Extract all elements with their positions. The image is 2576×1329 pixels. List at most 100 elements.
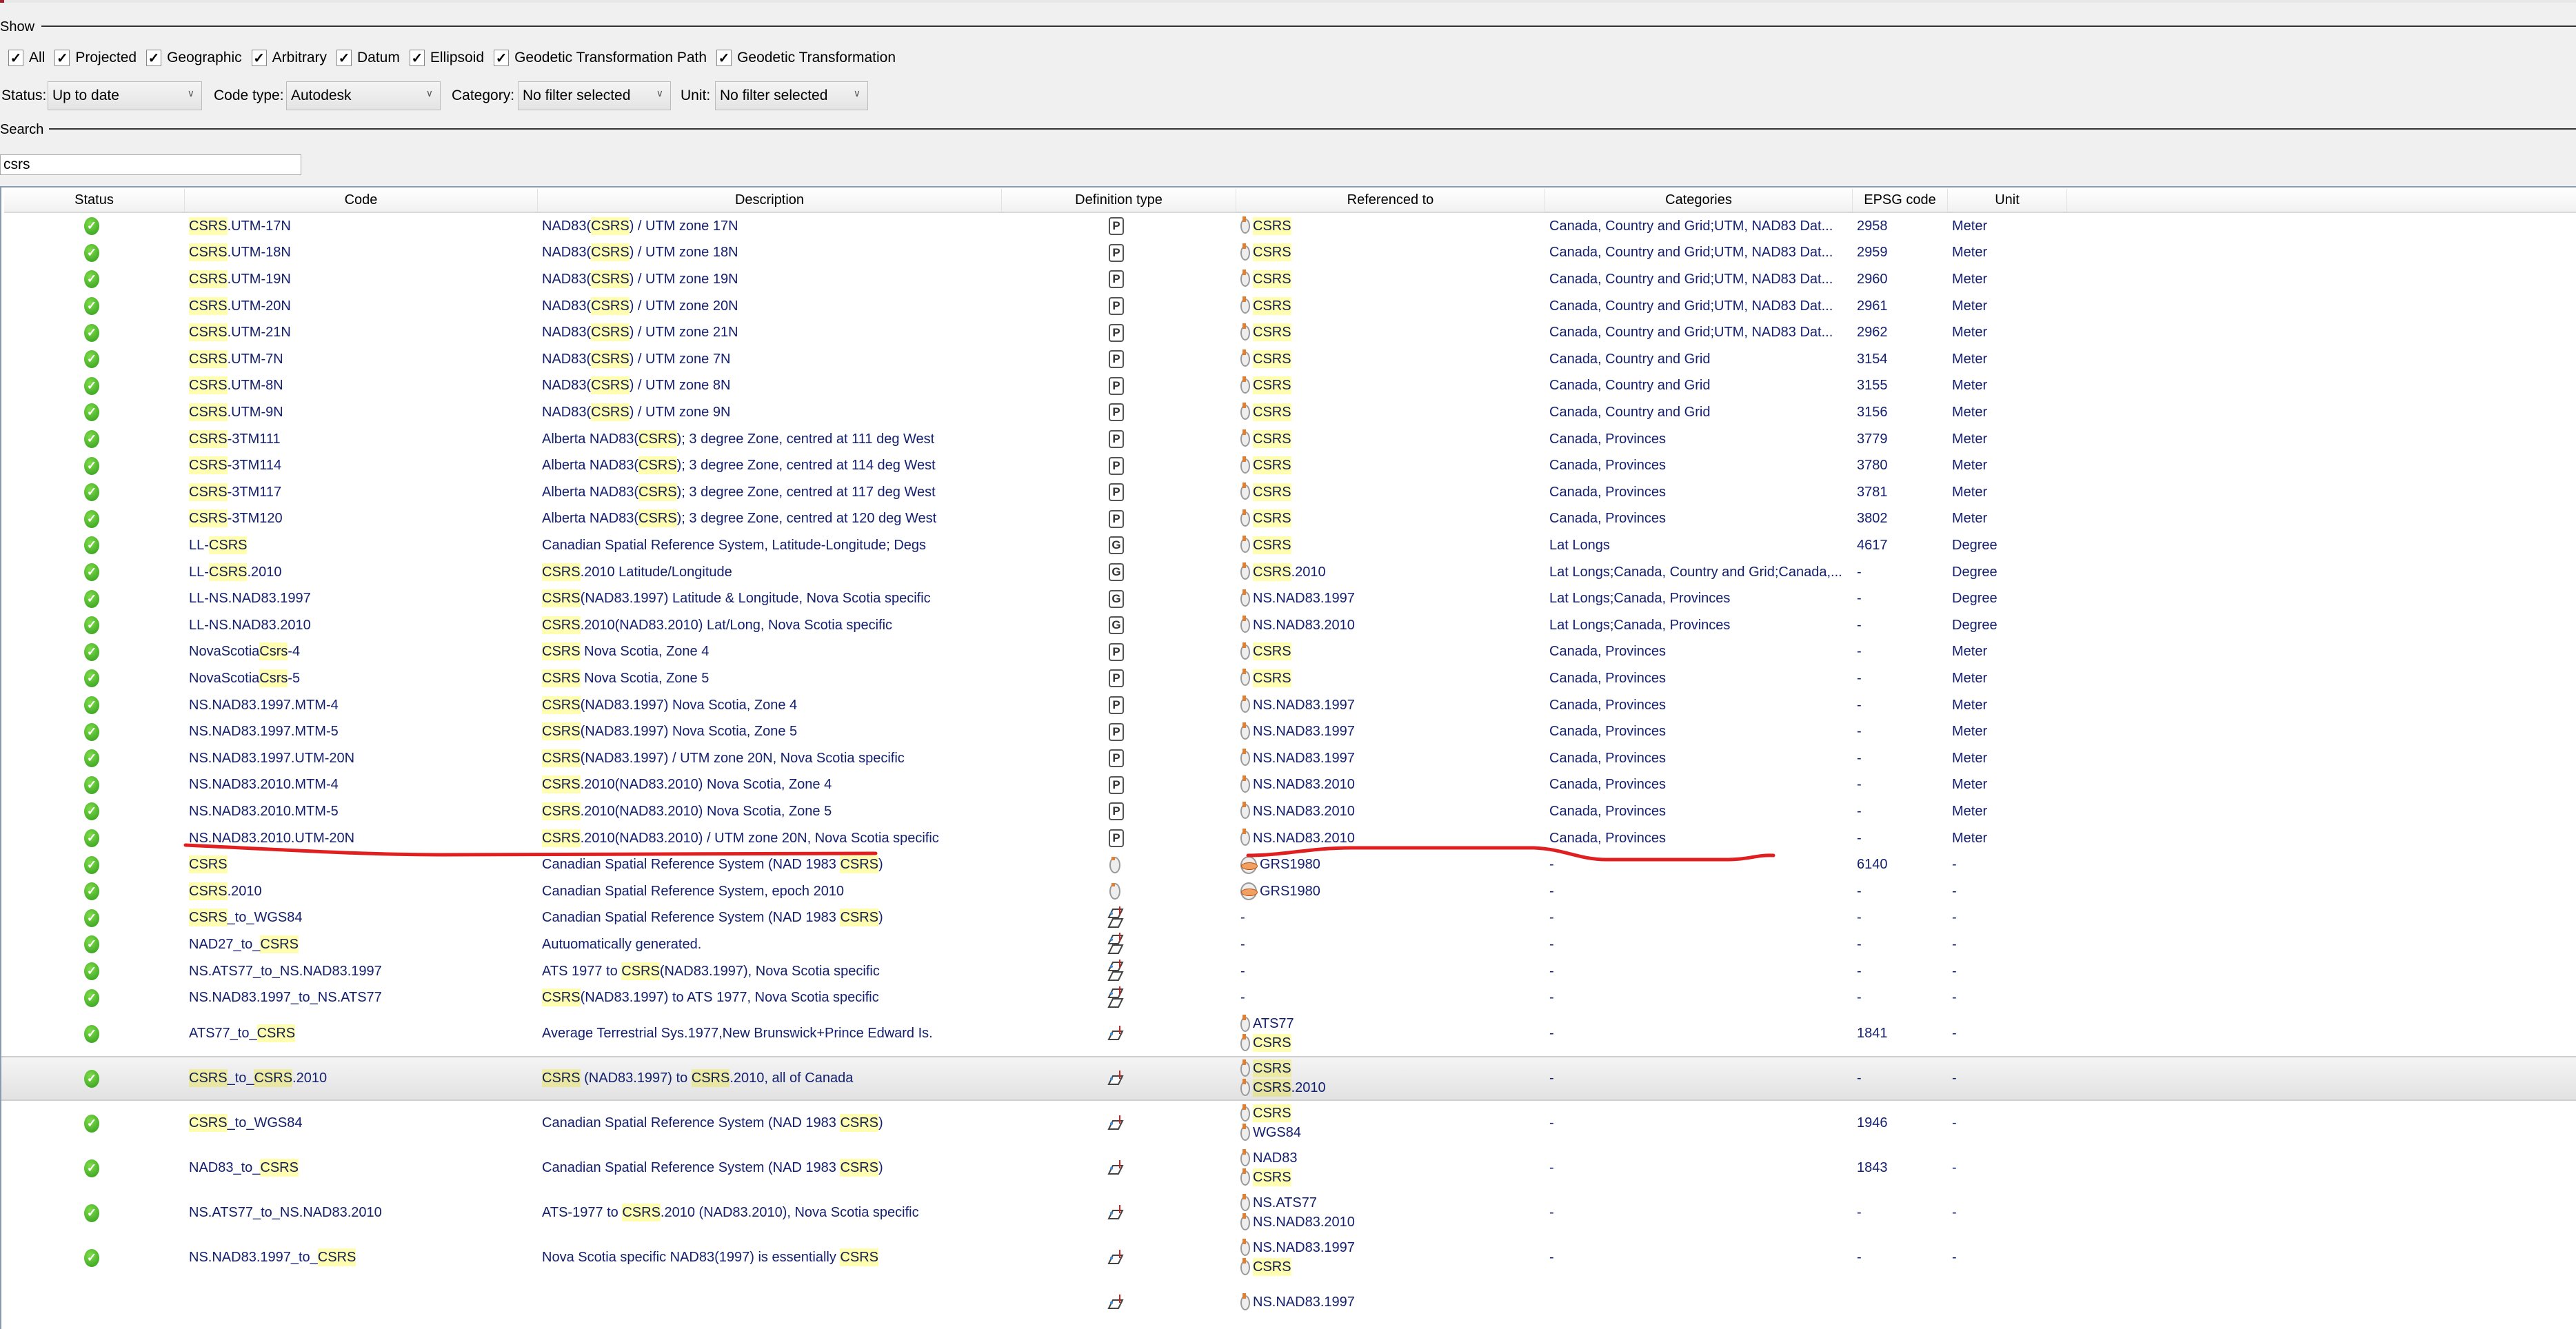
table-row[interactable]: ✓ CSRS.UTM-18N NAD83(CSRS) / UTM zone 18… xyxy=(1,240,2576,267)
status-cell: ✓ xyxy=(1,1248,182,1267)
table-row[interactable]: ✓ CSRS.UTM-8N NAD83(CSRS) / UTM zone 8N … xyxy=(1,373,2576,400)
table-row[interactable]: ✓ CSRS.UTM-7N NAD83(CSRS) / UTM zone 7N … xyxy=(1,346,2576,373)
coordinate-system-icon xyxy=(1240,483,1250,500)
table-row[interactable]: ✓ LL-CSRS Canadian Spatial Reference Sys… xyxy=(1,532,2576,559)
status-cell: ✓ xyxy=(1,855,182,874)
table-row[interactable]: ✓ LL-NS.NAD83.1997 CSRS(NAD83.1997) Lati… xyxy=(1,585,2576,612)
checkbox-box[interactable]: ✓ xyxy=(336,50,352,66)
checkbox-box[interactable]: ✓ xyxy=(251,50,267,66)
table-row[interactable]: ✓ CSRS.UTM-9N NAD83(CSRS) / UTM zone 9N … xyxy=(1,399,2576,426)
table-row[interactable]: ✓ NS.NAD83.1997_to_NS.ATS77 CSRS(NAD83.1… xyxy=(1,984,2576,1011)
table-row[interactable]: ✓ CSRS-3TM111 Alberta NAD83(CSRS); 3 deg… xyxy=(1,426,2576,453)
table-row[interactable]: ✓ NAD83_to_CSRS Canadian Spatial Referen… xyxy=(1,1146,2576,1190)
table-row[interactable]: ✓ CSRS-3TM114 Alberta NAD83(CSRS); 3 deg… xyxy=(1,452,2576,479)
referenced-to-value: CSRS xyxy=(1253,298,1291,314)
column-header-unit[interactable]: Unit xyxy=(1948,189,2067,212)
checkbox-box[interactable]: ✓ xyxy=(716,50,732,66)
column-header-categories[interactable]: Categories xyxy=(1545,189,1853,212)
table-row[interactable]: ✓ NovaScotiaCsrs-5 CSRS Nova Scotia, Zon… xyxy=(1,665,2576,692)
categories-cell: Canada, Provinces xyxy=(1549,777,1666,793)
referenced-to-value: CSRS xyxy=(1253,1259,1291,1275)
column-header-referenced-to[interactable]: Referenced to xyxy=(1236,189,1545,212)
unit-label: Unit: xyxy=(681,88,711,103)
reference-item: CSRS xyxy=(1240,216,1542,236)
status-dropdown[interactable]: Up to date ∨ xyxy=(48,81,202,110)
checkbox-projected[interactable]: ✓ Projected xyxy=(54,50,137,66)
checkbox-geographic[interactable]: ✓ Geographic xyxy=(146,50,242,66)
table-row[interactable]: ✓ NS.ATS77_to_NS.NAD83.2010 ATS-1977 to … xyxy=(1,1190,2576,1235)
table-row[interactable]: ✓ NS.NAD83.1997.MTM-5 CSRS(NAD83.1997) N… xyxy=(1,718,2576,745)
table-row[interactable]: ✓ CSRS-3TM117 Alberta NAD83(CSRS); 3 deg… xyxy=(1,479,2576,506)
table-row[interactable]: ✓ NS.ATS77_to_NS.NAD83.1997 ATS 1977 to … xyxy=(1,958,2576,985)
categories-cell: Lat Longs;Canada, Provinces xyxy=(1549,591,1731,607)
epsg-code-cell: - xyxy=(1857,803,1862,819)
table-row[interactable]: NS.NAD83.1997 xyxy=(1,1280,2576,1325)
table-row[interactable]: ✓ LL-CSRS.2010 CSRS.2010 Latitude/Longit… xyxy=(1,559,2576,586)
column-header-description[interactable]: Description xyxy=(538,189,1002,212)
description-cell: CSRS(NAD83.1997) Latitude & Longitude, N… xyxy=(542,591,931,607)
status-cell: ✓ xyxy=(1,1159,182,1177)
table-row[interactable]: ✓ CSRS.UTM-21N NAD83(CSRS) / UTM zone 21… xyxy=(1,319,2576,346)
column-header-definition-type[interactable]: Definition type xyxy=(1002,189,1236,212)
unit-dropdown[interactable]: No filter selected ∨ xyxy=(715,81,868,110)
unit-cell: Meter xyxy=(1952,803,1988,819)
checkbox-box[interactable]: ✓ xyxy=(54,50,70,66)
coordinate-system-icon xyxy=(1240,323,1250,341)
code-type-dropdown[interactable]: Autodesk ∨ xyxy=(286,81,441,110)
column-header-epsg-code[interactable]: EPSG code xyxy=(1853,189,1948,212)
table-row[interactable]: ✓ CSRS-3TM120 Alberta NAD83(CSRS); 3 deg… xyxy=(1,506,2576,533)
checkbox-datum[interactable]: ✓ Datum xyxy=(336,50,400,66)
status-cell: ✓ xyxy=(1,297,182,316)
table-row[interactable]: ✓ NS.NAD83.2010.MTM-5 CSRS.2010(NAD83.20… xyxy=(1,798,2576,825)
transformation-path-type-icon xyxy=(1107,1159,1124,1175)
code-type-label: Code type: xyxy=(214,88,284,103)
checkbox-geodetic-transformation-path[interactable]: ✓ Geodetic Transformation Path xyxy=(494,50,707,66)
table-row[interactable]: ✓ NS.NAD83.2010.UTM-20N CSRS.2010(NAD83.… xyxy=(1,825,2576,852)
table-row[interactable]: ✓ CSRS_to_CSRS.2010 CSRS (NAD83.1997) to… xyxy=(1,1056,2576,1101)
status-cell: ✓ xyxy=(1,749,182,768)
table-row[interactable]: ✓ CSRS.UTM-20N NAD83(CSRS) / UTM zone 20… xyxy=(1,293,2576,320)
table-row[interactable]: ✓ NS.NAD83.1997.MTM-4 CSRS(NAD83.1997) N… xyxy=(1,692,2576,719)
column-header-status[interactable]: Status xyxy=(4,189,185,212)
status-cell: ✓ xyxy=(1,935,182,954)
table-row[interactable]: ✓ CSRS_to_WGS84 Canadian Spatial Referen… xyxy=(1,905,2576,932)
category-dropdown[interactable]: No filter selected ∨ xyxy=(518,81,671,110)
status-cell: ✓ xyxy=(1,669,182,688)
checkbox-all[interactable]: ✓ All xyxy=(8,50,45,66)
description-cell: Autuomatically generated. xyxy=(542,936,702,952)
code-cell: CSRS-3TM114 xyxy=(189,458,282,474)
code-cell: CSRS xyxy=(189,857,228,873)
checkbox-arbitrary[interactable]: ✓ Arbitrary xyxy=(251,50,327,66)
table-row[interactable]: ✓ NAD27_to_CSRS Autuomatically generated… xyxy=(1,931,2576,958)
checkbox-ellipsoid[interactable]: ✓ Ellipsoid xyxy=(409,50,484,66)
table-row[interactable]: ✓ NS.NAD83.1997.UTM-20N CSRS(NAD83.1997)… xyxy=(1,745,2576,772)
code-cell: LL-CSRS xyxy=(189,537,248,553)
table-row[interactable]: ✓ NovaScotiaCsrs-4 CSRS Nova Scotia, Zon… xyxy=(1,639,2576,666)
status-cell: ✓ xyxy=(1,430,182,449)
table-row[interactable]: ✓ LL-NS.NAD83.2010 CSRS.2010(NAD83.2010)… xyxy=(1,612,2576,639)
table-row[interactable]: ✓ NS.NAD83.2010.MTM-4 CSRS.2010(NAD83.20… xyxy=(1,772,2576,799)
checkbox-box[interactable]: ✓ xyxy=(8,50,23,66)
table-row[interactable]: ✓ CSRS.UTM-17N NAD83(CSRS) / UTM zone 17… xyxy=(1,213,2576,240)
projected-type-icon: P xyxy=(1109,217,1124,236)
checkbox-box[interactable]: ✓ xyxy=(146,50,162,66)
table-row[interactable]: ✓ CSRS Canadian Spatial Reference System… xyxy=(1,851,2576,878)
table-row[interactable]: ✓ NS.NAD83.1997_to_CSRS Nova Scotia spec… xyxy=(1,1235,2576,1280)
search-input[interactable] xyxy=(0,154,301,175)
coordinate-system-icon xyxy=(1240,1123,1250,1141)
search-group-divider xyxy=(44,128,2576,130)
search-group-label: Search xyxy=(0,122,50,138)
status-cell: ✓ xyxy=(1,243,182,262)
table-row[interactable]: ✓ ATS77_to_CSRS Average Terrestrial Sys.… xyxy=(1,1011,2576,1056)
chevron-down-icon: ∨ xyxy=(425,88,433,99)
epsg-code-cell: 3802 xyxy=(1857,511,1888,527)
checkbox-box[interactable]: ✓ xyxy=(494,50,510,66)
table-row[interactable]: ✓ CSRS.2010 Canadian Spatial Reference S… xyxy=(1,878,2576,905)
checkbox-geodetic-transformation[interactable]: ✓ Geodetic Transformation xyxy=(716,50,896,66)
categories-cell: - xyxy=(1549,1026,1554,1041)
table-row[interactable]: ✓ CSRS.UTM-19N NAD83(CSRS) / UTM zone 19… xyxy=(1,266,2576,293)
column-header-code[interactable]: Code xyxy=(185,189,538,212)
definition-type-cell: P xyxy=(999,456,1234,475)
checkbox-box[interactable]: ✓ xyxy=(409,50,425,66)
table-row[interactable]: ✓ CSRS_to_WGS84 Canadian Spatial Referen… xyxy=(1,1101,2576,1146)
